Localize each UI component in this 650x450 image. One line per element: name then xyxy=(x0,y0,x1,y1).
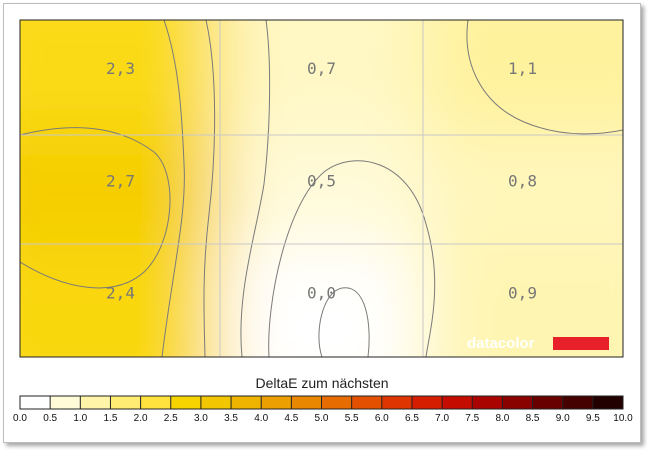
cell-value-label: 0,8 xyxy=(508,171,537,190)
watermark-bar xyxy=(553,337,609,350)
plot-border xyxy=(19,19,624,358)
colorbar-swatch xyxy=(532,396,563,409)
colorbar-title: DeltaE zum nächsten xyxy=(255,375,388,391)
heatmap-cell xyxy=(422,20,623,133)
heatmap-cell xyxy=(221,20,422,133)
chart-frame: 2,3 0,7 1,1 2,7 0,5 0,8 2,4 0,0 0,9 datacolor De… xyxy=(3,3,641,443)
colorbar-tick-label: 5.5 xyxy=(345,413,359,424)
contour-line xyxy=(20,127,171,289)
colorbar-tick-label: 7.5 xyxy=(465,413,479,424)
colorbar-swatch xyxy=(321,396,352,409)
colorbar-tick-label: 9.5 xyxy=(586,413,600,424)
heatmap-chart: 2,3 0,7 1,1 2,7 0,5 0,8 2,4 0,0 0,9 datacolor De… xyxy=(13,19,633,424)
contour-line xyxy=(268,160,436,357)
colorbar-tick-label: 1.5 xyxy=(103,413,117,424)
colorbar-swatch xyxy=(381,396,412,409)
cell-value-label: 0,5 xyxy=(307,171,336,190)
cell-value-label: 0,7 xyxy=(307,59,336,78)
cell-value-label: 0,9 xyxy=(508,284,537,303)
colorbar-tick-label: 6.0 xyxy=(375,413,389,424)
colorbar-swatch xyxy=(200,396,232,409)
colorbar-tick-label: 7.0 xyxy=(435,413,449,424)
colorbar-swatch xyxy=(562,396,593,409)
colorbar-tick-label: 4.0 xyxy=(254,413,268,424)
colorbar-swatch xyxy=(442,396,473,409)
heatmap-cell xyxy=(422,132,623,245)
contour-line xyxy=(240,20,271,357)
colorbar-swatch xyxy=(50,396,81,409)
colorbar-swatch xyxy=(291,396,322,409)
colorbar-swatch xyxy=(502,396,533,409)
contour-line xyxy=(161,20,185,357)
colorbar-swatch xyxy=(411,396,443,409)
colorbar-tick-label: 8.0 xyxy=(495,413,509,424)
heatmap-surface xyxy=(20,20,623,357)
colorbar-swatch xyxy=(472,396,503,409)
colorbar-tick-label: 0.5 xyxy=(43,413,57,424)
colorbar-swatch xyxy=(351,396,382,409)
colorbar-tick-label: 2.0 xyxy=(134,413,148,424)
contour-line xyxy=(203,20,216,357)
colorbar-swatch xyxy=(231,396,262,409)
datacolor-watermark: datacolor xyxy=(467,335,609,352)
heatmap-cell xyxy=(422,244,623,357)
grid-lines xyxy=(20,20,623,357)
cell-value-label: 2,4 xyxy=(106,284,135,303)
colorbar-swatch xyxy=(80,396,111,409)
cell-value-label: 0,0 xyxy=(307,284,336,303)
colorbar-swatch xyxy=(592,396,623,409)
colorbar-tick-label: 1.0 xyxy=(73,413,87,424)
heatmap-cell xyxy=(20,20,221,133)
cell-value-label: 1,1 xyxy=(508,59,537,78)
colorbar-swatch xyxy=(20,396,51,409)
colorbar-tick-label: 2.5 xyxy=(164,413,178,424)
watermark-text: datacolor xyxy=(467,335,535,352)
contour-line xyxy=(318,287,370,357)
colorbar-tick-label: 9.0 xyxy=(556,413,570,424)
colorbar-tick-label: 10.0 xyxy=(613,413,633,424)
heatmap-cell xyxy=(20,132,221,245)
colorbar-tick-label: 0.0 xyxy=(13,413,27,424)
colorbar-swatch xyxy=(110,396,141,409)
cell-value-labels: 2,3 0,7 1,1 2,7 0,5 0,8 2,4 0,0 0,9 xyxy=(106,59,537,303)
cell-value-label: 2,7 xyxy=(106,171,135,190)
colorbar-tick-label: 5.0 xyxy=(315,413,329,424)
colorbar-ticks: 0.0 0.5 1.0 1.5 2.0 2.5 3.0 3.5 4.0 4.5 5.0 5.5 6.0 6… xyxy=(13,396,633,424)
colorbar-tick-label: 6.5 xyxy=(405,413,419,424)
cell-value-label: 2,3 xyxy=(106,59,135,78)
heatmap-cell xyxy=(221,244,422,357)
contour-line xyxy=(466,20,623,135)
heatmap-cell xyxy=(20,244,221,357)
colorbar-tick-label: 3.5 xyxy=(224,413,238,424)
colorbar-tick-label: 8.5 xyxy=(526,413,540,424)
colorbar-swatch xyxy=(261,396,292,409)
colorbar-swatch xyxy=(170,396,201,409)
heatmap-cell xyxy=(221,132,422,245)
colorbar-tick-label: 3.0 xyxy=(194,413,208,424)
colorbar-swatch xyxy=(140,396,171,409)
contour-lines xyxy=(20,20,623,357)
colorbar-tick-label: 4.5 xyxy=(284,413,298,424)
